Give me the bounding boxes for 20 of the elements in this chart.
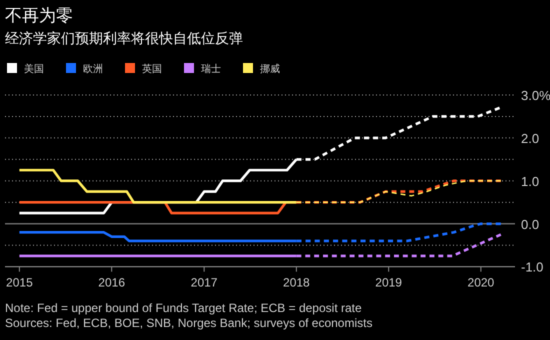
legend-label: 英国 [142,63,162,75]
chart-subtitle: 经济学家们预期利率将很快自低位反弹 [5,30,243,46]
source-note: Sources: Fed, ECB, BOE, SNB, Norges Bank; surveys of economists [5,316,372,330]
legend-label: 美国 [24,63,44,75]
x-tick-label: 2019 [375,276,402,290]
y-tick-label: 1.0 [521,174,540,189]
y-tick-label: 3.0% [521,88,550,103]
x-tick-label: 2015 [6,276,34,290]
text: Note: Fed = upper bound of Funds Target Rate; ECB = deposit rate [5,301,362,315]
legend-label: 挪威 [260,63,280,75]
y-tick-label: 2.0 [521,130,540,146]
y-tick-label: 0.0 [521,216,540,232]
x-tick-label: 2018 [283,276,310,290]
chart-title: 不再为零 [5,6,73,25]
x-tick-label: 2020 [468,276,495,290]
legend-label: 欧洲 [83,63,103,75]
y-tick-label: -1.0 [521,260,544,275]
legend-label: 瑞士 [201,63,221,75]
x-tick-label: 2017 [190,276,218,290]
x-tick-label: 2016 [98,276,126,290]
